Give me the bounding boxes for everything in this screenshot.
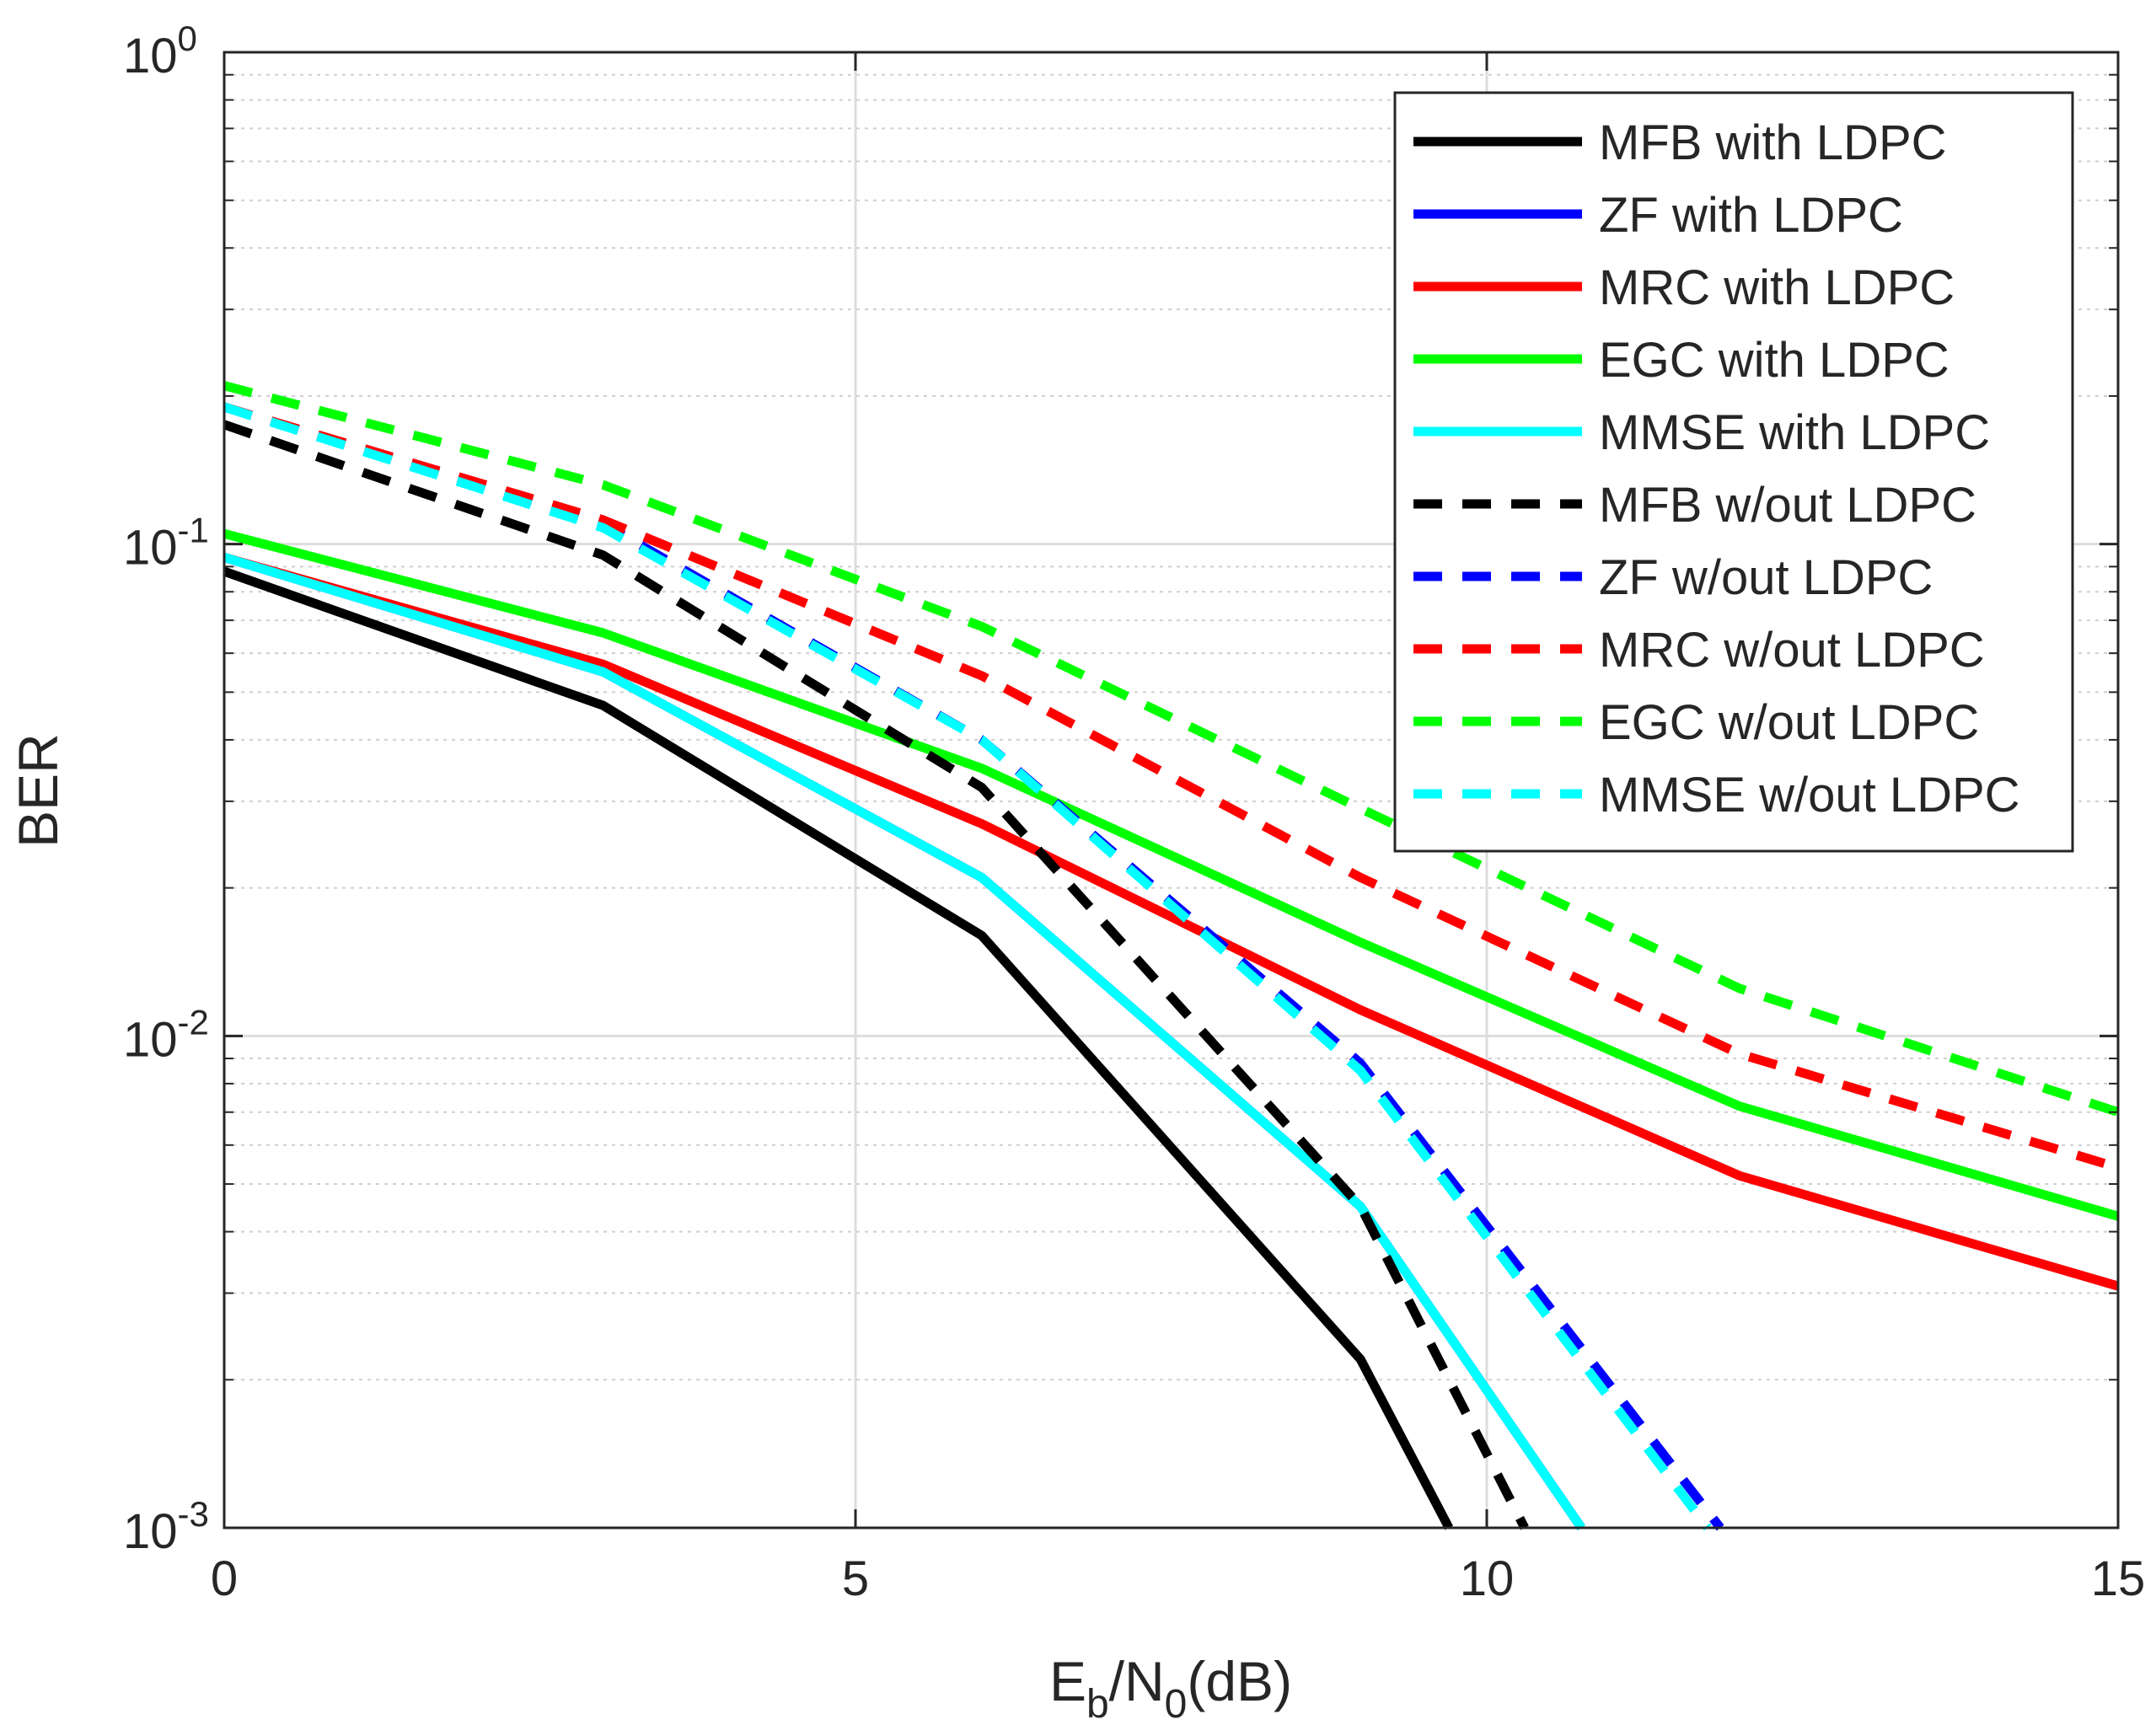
series-line-egc-w-out-ldpc	[223, 381, 2120, 1117]
y-tick-label-base: 10	[123, 1012, 178, 1067]
y-tick-label-exponent: 0	[178, 19, 197, 58]
x-axis-label-mid: /N	[1109, 1650, 1165, 1712]
x-axis-label: Eb/N0(dB)	[1049, 1650, 1292, 1725]
series-line-mrc-with-ldpc	[223, 553, 2120, 1291]
legend-label: MMSE w/out LDPC	[1599, 768, 2020, 822]
legend-label: MRC with LDPC	[1599, 260, 1955, 315]
x-tick-label: 10	[1460, 1551, 1515, 1606]
series-line-mmse-w-out-ldpc	[223, 402, 1712, 1531]
x-tick-label: 15	[2091, 1551, 2146, 1606]
legend: MFB with LDPC ZF with LDPC MRC with LDPC EG…	[1393, 91, 2074, 853]
legend-label: ZF with LDPC	[1599, 188, 1903, 243]
x-axis-label-main: E	[1049, 1650, 1086, 1712]
series-line-egc-with-ldpc	[223, 528, 2120, 1221]
y-tick-label-base: 10	[123, 1504, 178, 1559]
legend-label: ZF w/out LDPC	[1599, 550, 1933, 605]
x-tick-label: 5	[842, 1551, 869, 1606]
legend-label: MFB with LDPC	[1599, 115, 1947, 170]
y-tick-label: 10-2	[123, 1002, 209, 1067]
x-axis-label-sub-0: 0	[1165, 1682, 1188, 1725]
series-line-mfb-with-ldpc	[223, 566, 1453, 1530]
y-axis-label: BER	[7, 733, 69, 848]
ticks	[223, 51, 2120, 1529]
x-tick-labels: 0 5 10 15	[211, 1551, 2145, 1606]
x-axis-label-tail: (dB)	[1187, 1650, 1292, 1712]
y-tick-label: 10-1	[123, 511, 209, 576]
legend-label: MRC w/out LDPC	[1599, 623, 1985, 678]
y-tick-label-exponent: -3	[178, 1494, 209, 1534]
legend-label: MFB w/out LDPC	[1599, 478, 1976, 533]
y-tick-label: 100	[123, 19, 197, 83]
series-line-mrc-w-out-ldpc	[223, 402, 2120, 1172]
y-tick-label-base: 10	[123, 521, 178, 576]
series-group	[223, 381, 2120, 1531]
x-axis-label-sub-b: b	[1086, 1682, 1109, 1725]
y-tick-label-base: 10	[123, 29, 178, 83]
axes-box	[223, 51, 2120, 1529]
y-tick-label: 10-3	[123, 1494, 209, 1559]
x-tick-label: 0	[211, 1551, 238, 1606]
legend-box	[1393, 91, 2074, 853]
series-line-mmse-with-ldpc	[223, 553, 1585, 1531]
legend-label: EGC with LDPC	[1599, 333, 1950, 388]
legend-label: EGC w/out LDPC	[1599, 695, 1979, 750]
y-tick-label-exponent: -1	[178, 511, 209, 550]
series-line-mfb-w-out-ldpc	[223, 420, 1529, 1530]
legend-label: MMSE with LDPC	[1599, 405, 1990, 460]
y-tick-label-exponent: -2	[178, 1002, 209, 1042]
